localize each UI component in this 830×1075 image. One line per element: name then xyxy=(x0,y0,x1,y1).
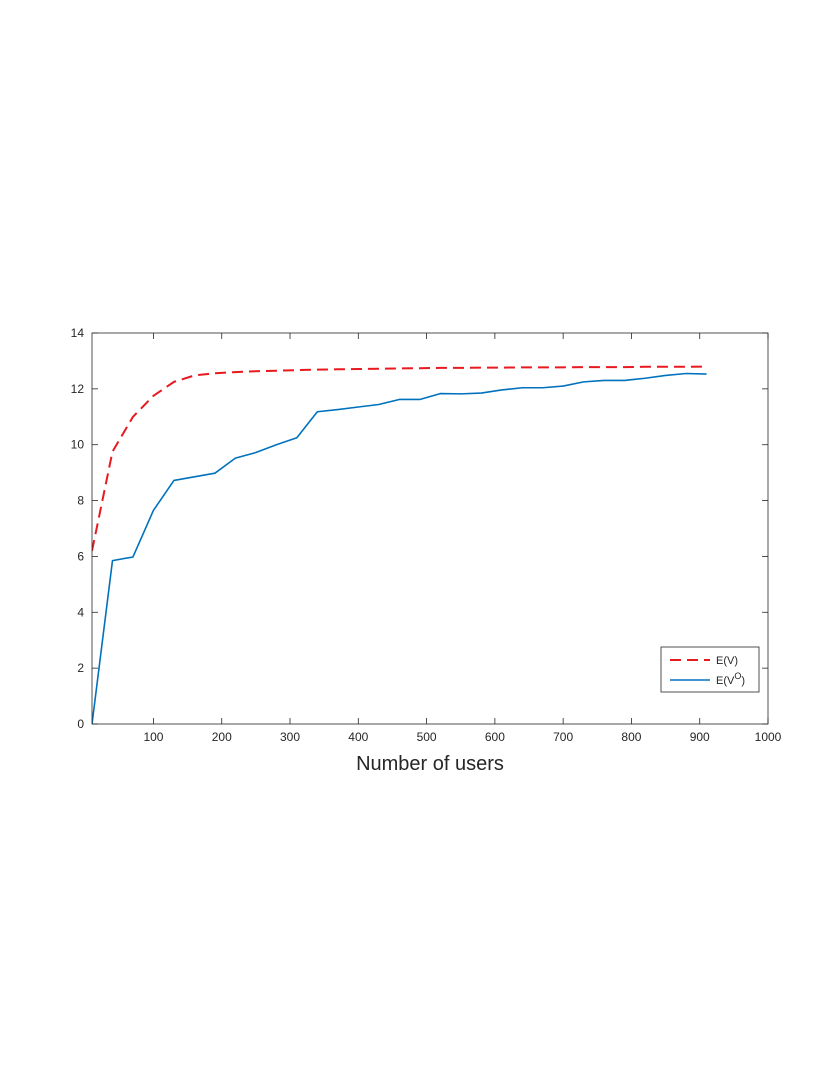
plot-background xyxy=(92,333,768,724)
axes: 100 200 300 400 500 600 700 800 900 1000 0 2 4 6 8 10 12… xyxy=(71,326,782,775)
legend-label-tail: ) xyxy=(741,675,745,687)
x-tick-label: 500 xyxy=(417,730,437,744)
series-line-2 xyxy=(92,372,707,725)
x-tick-label: 1000 xyxy=(755,730,782,744)
legend-label-1: E(V) xyxy=(716,655,738,667)
x-tick-label: 100 xyxy=(143,730,163,744)
y-tick-label: 0 xyxy=(77,717,84,731)
x-tick-label: 900 xyxy=(690,730,710,744)
legend-label-main: E(V) xyxy=(716,655,738,667)
y-tick-label: 10 xyxy=(71,438,85,452)
axes-box xyxy=(91,332,769,725)
y-tick-label: 6 xyxy=(77,549,84,563)
y-tick-label: 8 xyxy=(77,494,84,508)
y-tick-label: 4 xyxy=(77,605,84,619)
y-tick-label: 2 xyxy=(77,661,84,675)
x-tick-label: 800 xyxy=(621,730,641,744)
y-tick-label: 12 xyxy=(71,382,85,396)
x-axis-label: Number of users xyxy=(356,753,504,775)
legend-label-main: E(V xyxy=(716,675,735,687)
plot-area xyxy=(92,333,768,724)
x-tick-label: 300 xyxy=(280,730,300,744)
x-tick-label: 200 xyxy=(212,730,232,744)
y-tick-label: 14 xyxy=(71,326,85,340)
legend-box xyxy=(660,646,760,693)
x-tick-label: 400 xyxy=(348,730,368,744)
x-tick-label: 700 xyxy=(553,730,573,744)
legend-label-superscript: O xyxy=(734,671,741,681)
legend-label-2: E(VO) xyxy=(716,671,745,687)
legend: E(V)E(VO) xyxy=(660,646,760,693)
series-lines xyxy=(92,365,707,725)
x-tick-label: 600 xyxy=(485,730,505,744)
